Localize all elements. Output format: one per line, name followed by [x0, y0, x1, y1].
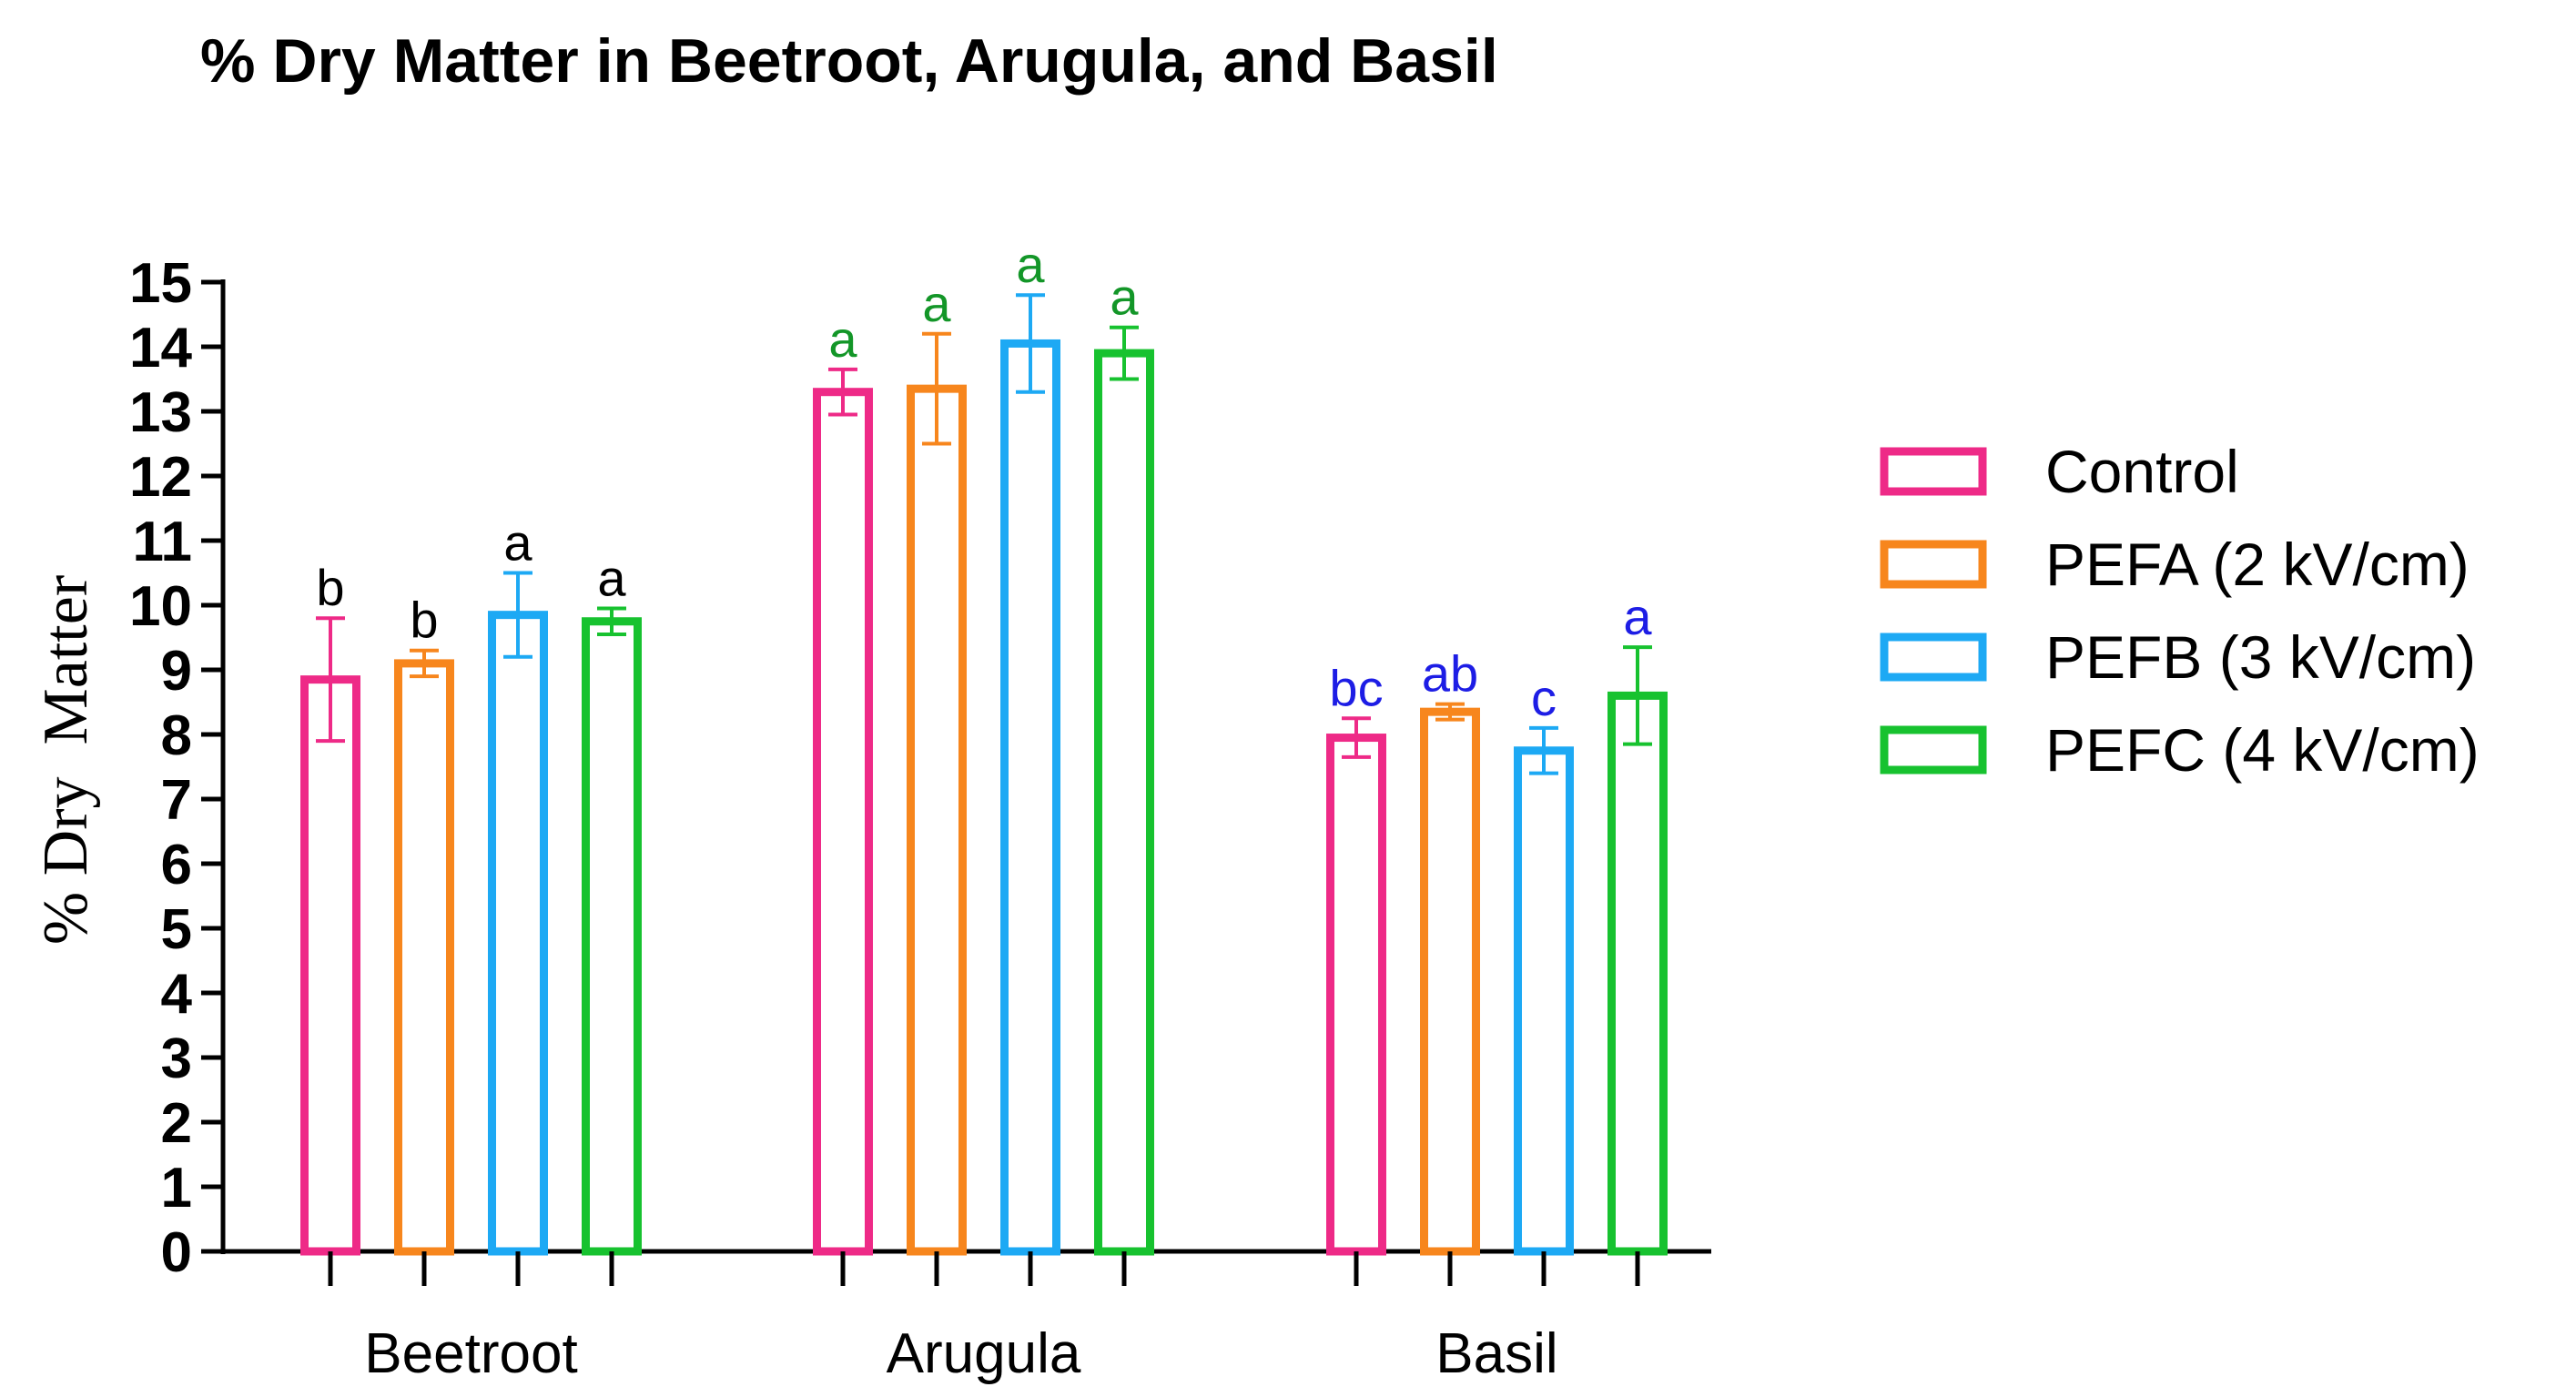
plot-area: 0123456789101112131415bbaaBeetrootaaaaAr…	[129, 236, 1711, 1385]
bar	[582, 617, 642, 1256]
bar	[1094, 349, 1154, 1256]
legend-label: PEFC (4 kV/cm)	[2045, 716, 2480, 784]
y-tick-label: 7	[161, 769, 192, 832]
legend-swatch	[1880, 447, 1987, 496]
significance-label: bc	[1329, 659, 1383, 716]
significance-label: a	[1110, 268, 1139, 326]
y-tick-label: 14	[129, 317, 192, 380]
y-tick-label: 6	[161, 834, 192, 896]
bar	[907, 384, 967, 1256]
legend-swatch	[1880, 540, 1987, 589]
significance-label: a	[597, 550, 626, 607]
bar	[488, 611, 548, 1256]
y-axis-label: % Dry Matter	[31, 575, 101, 945]
significance-label: c	[1531, 669, 1557, 726]
x-tick-label: Basil	[1435, 1322, 1557, 1385]
bar	[300, 675, 360, 1256]
significance-label: a	[1623, 588, 1652, 645]
bar	[1420, 707, 1480, 1256]
y-tick-label: 8	[161, 704, 192, 767]
bar	[1326, 734, 1386, 1256]
y-tick-label: 5	[161, 898, 192, 961]
bar	[1607, 691, 1668, 1256]
legend-swatch	[1880, 725, 1987, 774]
legend: Control PEFA (2 kV/cm) PEFB (3 kV/cm) PEFC …	[1880, 438, 2480, 784]
bar	[1514, 746, 1574, 1256]
y-tick-label: 3	[161, 1028, 192, 1090]
legend-label: Control	[2045, 438, 2239, 505]
bar	[813, 388, 873, 1256]
legend-label: PEFB (3 kV/cm)	[2045, 623, 2476, 691]
significance-label: b	[410, 592, 438, 649]
x-tick-label: Beetroot	[364, 1322, 577, 1385]
y-tick-label: 9	[161, 640, 192, 703]
y-tick-label: 15	[129, 252, 192, 315]
significance-label: b	[316, 559, 344, 616]
significance-label: a	[1016, 236, 1045, 293]
y-tick-label: 2	[161, 1092, 192, 1155]
y-tick-label: 13	[129, 381, 192, 444]
bar	[394, 659, 454, 1256]
y-tick-label: 0	[161, 1221, 192, 1284]
significance-label: a	[922, 275, 951, 332]
chart-title: % Dry Matter in Beetroot, Arugula, and B…	[200, 26, 1498, 96]
legend-swatch	[1880, 633, 1987, 682]
y-tick-label: 10	[129, 575, 192, 638]
x-tick-label: Arugula	[887, 1322, 1081, 1385]
y-tick-label: 1	[161, 1157, 192, 1220]
significance-label: ab	[1422, 645, 1478, 703]
y-tick-label: 12	[129, 446, 192, 509]
significance-label: a	[503, 514, 532, 572]
legend-label: PEFA (2 kV/cm)	[2045, 531, 2470, 598]
significance-label: a	[828, 310, 857, 368]
bar	[1000, 339, 1060, 1256]
y-tick-label: 11	[132, 511, 192, 573]
y-tick-label: 4	[161, 963, 193, 1026]
